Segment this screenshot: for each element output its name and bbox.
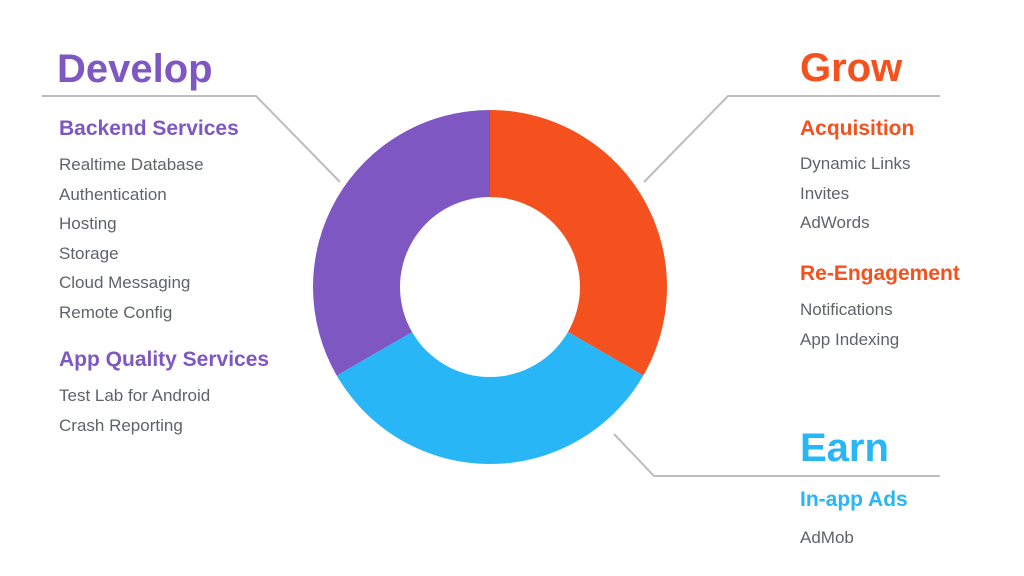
- grow-title: Grow: [800, 46, 903, 90]
- list-item: Dynamic Links: [800, 154, 911, 173]
- grow-leader-line: [643, 95, 940, 183]
- list-item: App Indexing: [800, 329, 900, 349]
- acquisition-heading: Acquisition: [800, 117, 915, 140]
- donut-segments: [312, 110, 668, 464]
- develop-segment: [312, 110, 490, 376]
- in-app-ads-heading: In-app Ads: [800, 488, 908, 511]
- acquisition-list: Dynamic Links Invites AdWords: [800, 149, 911, 238]
- list-item: Cloud Messaging: [59, 273, 191, 292]
- in-app-ads-list: AdMob: [800, 523, 854, 553]
- develop-leader-line: [42, 95, 341, 183]
- app-quality-services-list: Test Lab for Android Crash Reporting: [59, 381, 210, 440]
- app-quality-services-heading: App Quality Services: [59, 348, 270, 371]
- list-item: Authentication: [59, 184, 167, 204]
- backend-services-list: Realtime Database Authentication Hosting…: [59, 150, 204, 327]
- earn-segment: [336, 331, 644, 464]
- earn-title: Earn: [800, 426, 889, 470]
- re-engagement-list: Notifications App Indexing: [800, 295, 899, 354]
- backend-services-heading: Backend Services: [59, 117, 239, 140]
- donut-chart: [312, 110, 668, 464]
- list-item: Storage: [59, 243, 119, 263]
- list-item: AdMob: [800, 528, 854, 547]
- grow-segment: [490, 110, 668, 376]
- list-item: Notifications: [800, 300, 893, 319]
- re-engagement-heading: Re-Engagement: [800, 262, 960, 285]
- list-item: Crash Reporting: [59, 415, 183, 435]
- list-item: AdWords: [800, 213, 870, 232]
- list-item: Invites: [800, 183, 850, 203]
- develop-title: Develop: [57, 47, 213, 91]
- list-item: Remote Config: [59, 302, 173, 322]
- earn-leader-line: [613, 433, 940, 477]
- list-item: Test Lab for Android: [59, 386, 211, 405]
- list-item: Realtime Database: [59, 155, 204, 174]
- list-item: Hosting: [59, 214, 117, 233]
